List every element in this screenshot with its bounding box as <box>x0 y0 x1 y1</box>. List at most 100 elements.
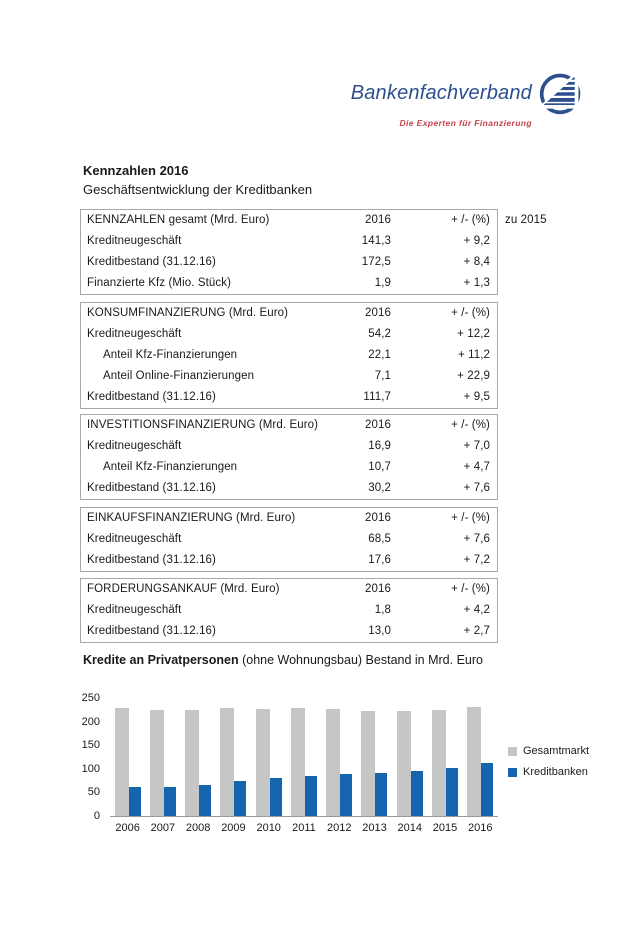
row-value: 22,1 <box>368 349 391 361</box>
bar-group <box>251 698 286 816</box>
table-header-row: EINKAUFSFINANZIERUNG (Mrd. Euro) 2016 + /-… <box>81 508 497 529</box>
row-label: Kreditbestand (31.12.16) <box>87 625 216 637</box>
row-label: Kreditneugeschäft <box>87 328 182 340</box>
y-tick-label: 0 <box>93 810 100 822</box>
row-value: 141,3 <box>361 235 391 247</box>
bar-group <box>145 698 180 816</box>
table-header-row: INVESTITIONSFINANZIERUNG (Mrd. Euro) 2016… <box>81 415 497 436</box>
table-header-change: + /- (%) <box>451 583 490 595</box>
table-header-year: 2016 <box>365 307 391 319</box>
row-label: Anteil Online-Finanzierungen <box>103 370 255 382</box>
table-header-change: + /- (%) <box>451 214 490 226</box>
table-header-label: KONSUMFINANZIERUNG (Mrd. Euro) <box>87 307 289 319</box>
row-value: 16,9 <box>368 440 391 452</box>
table-row: Anteil Kfz-Finanzierungen 22,1 + 11,2 <box>81 345 497 366</box>
table-header-change: + /- (%) <box>451 419 490 431</box>
row-label: Anteil Kfz-Finanzierungen <box>103 461 238 473</box>
x-tick-label: 2008 <box>185 822 211 834</box>
row-change: + 22,9 <box>457 370 490 382</box>
chart-title: Kredite an Privatpersonen (ohne Wohnungs… <box>83 653 483 667</box>
legend-item: Kreditbanken <box>508 766 589 778</box>
row-value: 1,9 <box>374 277 391 289</box>
bar-kreditbanken <box>481 763 494 816</box>
row-value: 1,8 <box>374 604 391 616</box>
bar-group <box>357 698 392 816</box>
bar-kreditbanken <box>199 785 212 816</box>
table-header-row: KENNZAHLEN gesamt (Mrd. Euro) 2016 + /- (%… <box>81 210 497 231</box>
bar-gesamtmarkt <box>326 709 341 816</box>
row-change: + 2,7 <box>463 625 490 637</box>
y-tick-label: 100 <box>81 762 100 775</box>
x-tick-label: 2015 <box>432 822 458 834</box>
bar-group <box>463 698 498 816</box>
chart-legend: Gesamtmarkt Kreditbanken <box>508 745 589 787</box>
table-row: Kreditneugeschäft 16,9 + 7,0 <box>81 436 497 457</box>
row-label: Kreditneugeschäft <box>87 440 182 452</box>
bar-gesamtmarkt <box>467 707 482 816</box>
table-header-row: FORDERUNGSANKAUF (Mrd. Euro) 2016 + /- (%) <box>81 579 497 600</box>
bar-group <box>392 698 427 816</box>
table-header-year: 2016 <box>365 512 391 524</box>
table-forderungsankauf: FORDERUNGSANKAUF (Mrd. Euro) 2016 + /- (%)… <box>80 578 498 643</box>
table-header-year: 2016 <box>365 583 391 595</box>
bar-kreditbanken <box>128 787 141 816</box>
bar-gesamtmarkt <box>290 708 305 816</box>
row-label: Finanzierte Kfz (Mio. Stück) <box>87 277 232 289</box>
chart-title-bold: Kredite an Privatpersonen <box>83 653 239 667</box>
bar-group <box>427 698 462 816</box>
legend-swatch <box>508 767 517 777</box>
document-title: Kennzahlen 2016 Geschäftsentwicklung der… <box>83 161 312 199</box>
row-value: 172,5 <box>361 256 391 268</box>
row-value: 68,5 <box>368 533 391 545</box>
row-change: + 7,0 <box>463 440 490 452</box>
row-change: + 8,4 <box>463 256 490 268</box>
table-header-change: + /- (%) <box>451 512 490 524</box>
table-row: Anteil Online-Finanzierungen 7,1 + 22,9 <box>81 366 497 387</box>
bar-kreditbanken <box>304 776 317 816</box>
x-tick-label: 2006 <box>115 822 140 834</box>
bar-group <box>286 698 321 816</box>
x-tick-label: 2011 <box>292 822 316 834</box>
row-change: + 4,2 <box>463 604 490 616</box>
row-change: + 12,2 <box>457 328 490 340</box>
bar-gesamtmarkt <box>220 708 235 816</box>
row-value: 10,7 <box>368 461 391 473</box>
y-tick-label: 50 <box>87 786 100 799</box>
bar-gesamtmarkt <box>396 711 411 816</box>
bar-gesamtmarkt <box>255 709 270 816</box>
table-note: zu 2015 <box>505 214 547 226</box>
table-row: Kreditneugeschäft 54,2 + 12,2 <box>81 324 497 345</box>
row-label: Kreditneugeschäft <box>87 533 182 545</box>
bankenfachverband-logo-icon <box>538 70 581 115</box>
row-change: + 11,2 <box>457 349 490 361</box>
bar-group <box>322 698 357 816</box>
x-tick-label: 2007 <box>150 822 176 834</box>
bar-kreditbanken <box>163 787 176 816</box>
y-tick-label: 250 <box>81 692 100 704</box>
row-label: Kreditneugeschäft <box>87 235 182 247</box>
bar-kreditbanken <box>234 781 247 816</box>
row-value: 111,7 <box>363 391 391 403</box>
row-change: + 9,5 <box>463 391 490 403</box>
bar-kreditbanken <box>446 768 459 816</box>
table-row: Kreditbestand (31.12.16) 30,2 + 7,6 <box>81 478 497 499</box>
bar-gesamtmarkt <box>114 708 129 816</box>
table-row: Anteil Kfz-Finanzierungen 10,7 + 4,7 <box>81 457 497 478</box>
table-header-change: + /- (%) <box>451 307 490 319</box>
table-header-label: INVESTITIONSFINANZIERUNG (Mrd. Euro) <box>87 419 319 431</box>
row-label: Anteil Kfz-Finanzierungen <box>103 349 238 361</box>
row-change: + 9,2 <box>463 235 490 247</box>
table-header-label: KENNZAHLEN gesamt (Mrd. Euro) <box>87 214 270 226</box>
brand-tagline: Die Experten für Finanzierung <box>399 118 532 128</box>
table-row: Kreditneugeschäft 68,5 + 7,6 <box>81 529 497 550</box>
table-header-year: 2016 <box>365 419 391 431</box>
x-tick-label: 2009 <box>221 822 246 834</box>
x-tick-label: 2012 <box>326 822 352 834</box>
title-line-1: Kennzahlen 2016 <box>83 163 189 178</box>
table-row: Kreditbestand (31.12.16) 17,6 + 7,2 <box>81 550 497 571</box>
table-einkaufsfinanzierung: EINKAUFSFINANZIERUNG (Mrd. Euro) 2016 + /-… <box>80 507 498 572</box>
bar-gesamtmarkt <box>149 710 164 816</box>
chart-title-rest: (ohne Wohnungsbau) Bestand in Mrd. Euro <box>238 653 483 667</box>
bar-kreditbanken <box>375 773 388 816</box>
row-label: Kreditneugeschäft <box>87 604 182 616</box>
